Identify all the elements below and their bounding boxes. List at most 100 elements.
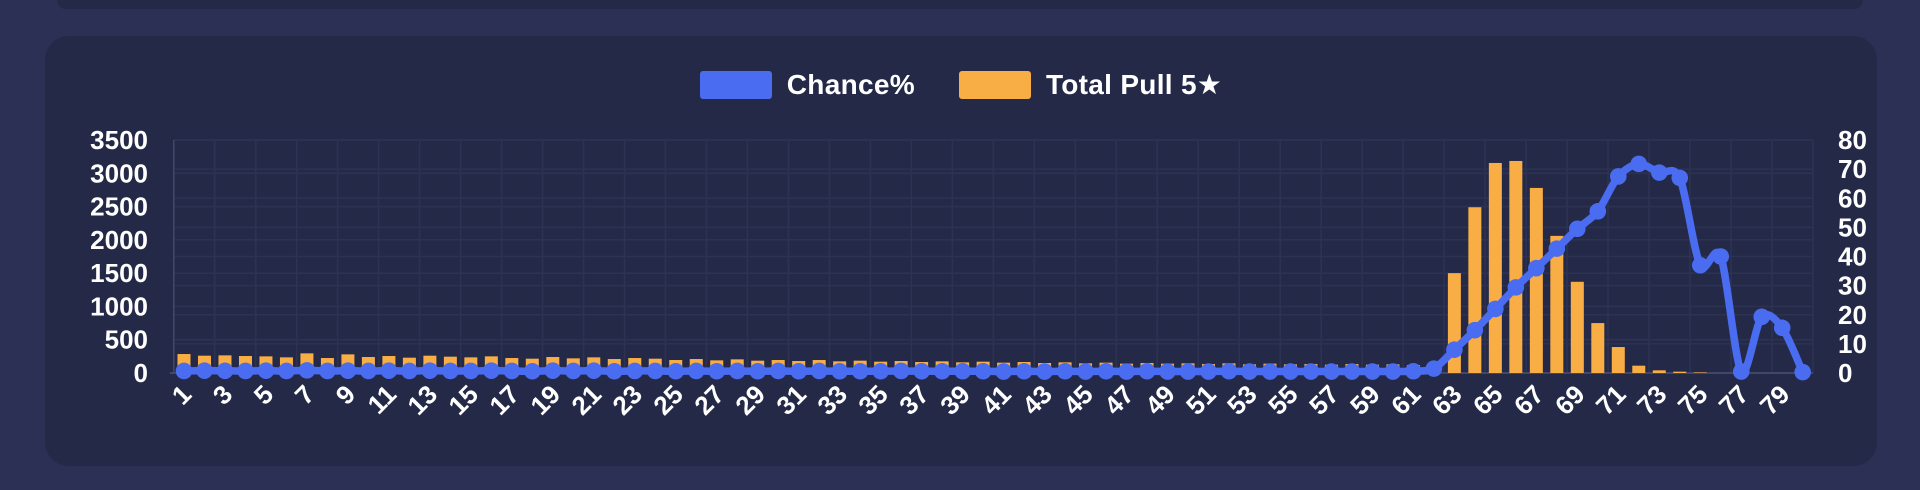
line-point-pity-31[interactable]	[790, 362, 807, 380]
line-point-pity-71[interactable]	[1609, 168, 1627, 185]
line-point-pity-36[interactable]	[892, 362, 910, 380]
line-point-pity-77[interactable]	[1732, 363, 1750, 380]
line-point-pity-66[interactable]	[1507, 279, 1525, 296]
bar-pity-75[interactable]	[1693, 372, 1707, 373]
line-point-pity-16[interactable]	[483, 362, 500, 379]
line-point-pity-25[interactable]	[667, 362, 685, 380]
bar-pity-66[interactable]	[1509, 160, 1523, 373]
line-point-pity-8[interactable]	[319, 362, 336, 380]
bar-pity-65[interactable]	[1488, 162, 1502, 373]
line-point-pity-74[interactable]	[1671, 169, 1689, 187]
line-point-pity-24[interactable]	[646, 362, 664, 380]
line-point-pity-20[interactable]	[565, 362, 582, 380]
line-point-pity-61[interactable]	[1405, 362, 1422, 380]
line-point-pity-5[interactable]	[257, 362, 275, 379]
line-point-pity-3[interactable]	[216, 362, 234, 380]
line-point-pity-70[interactable]	[1589, 203, 1607, 220]
line-point-pity-68[interactable]	[1548, 240, 1566, 257]
line-point-pity-26[interactable]	[687, 362, 705, 380]
line-point-pity-29[interactable]	[749, 362, 767, 380]
line-point-pity-46[interactable]	[1097, 362, 1115, 380]
line-point-pity-17[interactable]	[503, 362, 521, 380]
x-axis-tick-label: 41	[975, 379, 1017, 421]
line-point-pity-21[interactable]	[585, 362, 603, 379]
line-point-pity-52[interactable]	[1220, 362, 1238, 380]
line-point-pity-76[interactable]	[1712, 248, 1730, 265]
line-point-pity-54[interactable]	[1261, 363, 1279, 380]
line-point-pity-55[interactable]	[1282, 363, 1299, 380]
line-point-pity-51[interactable]	[1200, 363, 1217, 380]
line-point-pity-64[interactable]	[1466, 321, 1484, 339]
line-point-pity-80[interactable]	[1794, 363, 1812, 381]
line-point-pity-56[interactable]	[1302, 363, 1320, 380]
line-point-pity-6[interactable]	[278, 362, 295, 380]
line-point-pity-72[interactable]	[1630, 155, 1648, 173]
line-point-pity-43[interactable]	[1036, 363, 1053, 380]
line-point-pity-50[interactable]	[1179, 363, 1197, 380]
line-point-pity-67[interactable]	[1528, 259, 1545, 277]
line-point-pity-41[interactable]	[995, 363, 1012, 380]
bar-pity-70[interactable]	[1591, 323, 1605, 373]
line-point-pity-34[interactable]	[851, 362, 869, 380]
x-axis-tick-label: 51	[1180, 379, 1222, 421]
line-point-pity-73[interactable]	[1650, 164, 1668, 181]
line-point-pity-62[interactable]	[1425, 360, 1443, 377]
line-point-pity-42[interactable]	[1015, 362, 1033, 380]
line-point-pity-9[interactable]	[339, 362, 357, 379]
line-point-pity-44[interactable]	[1056, 362, 1074, 380]
x-axis-tick-label: 75	[1672, 379, 1714, 421]
line-point-pity-2[interactable]	[196, 362, 213, 379]
line-point-pity-11[interactable]	[380, 362, 398, 379]
line-point-pity-48[interactable]	[1138, 362, 1156, 380]
line-point-pity-33[interactable]	[831, 362, 848, 380]
bar-pity-73[interactable]	[1652, 370, 1666, 373]
line-point-pity-32[interactable]	[810, 362, 828, 380]
x-axis-tick-label: 67	[1508, 379, 1550, 421]
bar-pity-68[interactable]	[1550, 235, 1564, 373]
bar-pity-72[interactable]	[1632, 365, 1646, 373]
line-point-pity-78[interactable]	[1753, 308, 1771, 326]
line-point-pity-15[interactable]	[462, 362, 480, 380]
bar-pity-67[interactable]	[1529, 187, 1543, 373]
line-point-pity-12[interactable]	[401, 362, 418, 380]
line-point-pity-38[interactable]	[933, 362, 951, 380]
line-point-pity-1[interactable]	[175, 362, 193, 380]
line-point-pity-22[interactable]	[605, 362, 623, 380]
line-point-pity-14[interactable]	[442, 362, 459, 380]
line-point-pity-37[interactable]	[913, 362, 930, 380]
bar-pity-64[interactable]	[1468, 207, 1482, 373]
line-point-pity-75[interactable]	[1691, 256, 1709, 274]
line-point-pity-63[interactable]	[1446, 341, 1463, 359]
line-point-pity-59[interactable]	[1364, 363, 1381, 380]
line-point-pity-4[interactable]	[237, 362, 254, 380]
line-point-pity-65[interactable]	[1487, 300, 1504, 318]
line-point-pity-13[interactable]	[421, 362, 439, 379]
line-point-pity-19[interactable]	[544, 362, 562, 379]
line-point-pity-27[interactable]	[708, 362, 726, 380]
line-point-pity-53[interactable]	[1241, 363, 1258, 380]
bar-pity-71[interactable]	[1611, 347, 1625, 373]
line-point-pity-40[interactable]	[974, 362, 992, 380]
line-point-pity-57[interactable]	[1323, 363, 1340, 380]
line-point-pity-28[interactable]	[728, 362, 746, 380]
line-point-pity-58[interactable]	[1343, 363, 1361, 380]
legend-item-chance[interactable]: Chance%	[699, 69, 915, 101]
line-point-pity-35[interactable]	[872, 362, 889, 380]
line-point-pity-69[interactable]	[1569, 220, 1586, 238]
bar-pity-74[interactable]	[1673, 371, 1687, 373]
line-point-pity-49[interactable]	[1159, 363, 1176, 380]
line-point-pity-47[interactable]	[1118, 363, 1135, 380]
legend-item-total-pull[interactable]: Total Pull 5★	[958, 68, 1222, 101]
pity-distribution-chart[interactable]: 0500100015002000250030003500010203040506…	[45, 36, 1877, 466]
line-point-pity-18[interactable]	[524, 362, 541, 380]
line-point-pity-45[interactable]	[1077, 363, 1094, 380]
line-point-pity-10[interactable]	[360, 362, 377, 380]
line-point-pity-30[interactable]	[769, 362, 787, 380]
line-point-pity-60[interactable]	[1384, 363, 1402, 380]
line-point-pity-39[interactable]	[954, 362, 971, 380]
line-point-pity-7[interactable]	[298, 362, 316, 379]
y-axis-tick-label-right: 50	[1838, 212, 1867, 242]
line-point-pity-23[interactable]	[626, 362, 644, 380]
line-point-pity-79[interactable]	[1773, 319, 1791, 337]
bar-pity-69[interactable]	[1570, 281, 1584, 373]
